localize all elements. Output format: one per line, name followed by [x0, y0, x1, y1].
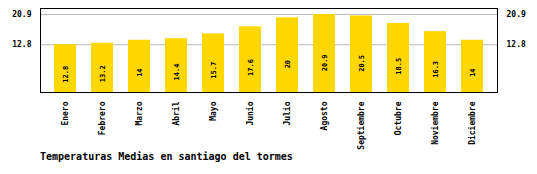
svg-text:18.5: 18.5	[395, 58, 403, 75]
svg-text:20.9: 20.9	[507, 10, 526, 19]
svg-text:13.2: 13.2	[99, 65, 107, 82]
svg-text:Octubre: Octubre	[394, 101, 403, 135]
svg-text:Abril: Abril	[171, 101, 181, 125]
svg-text:Enero: Enero	[61, 101, 70, 125]
svg-text:14: 14	[136, 68, 144, 76]
svg-text:12.8: 12.8	[12, 40, 31, 49]
svg-text:14: 14	[469, 68, 477, 76]
svg-text:Febrero: Febrero	[98, 101, 107, 135]
svg-text:Marzo: Marzo	[135, 101, 144, 125]
svg-text:15.7: 15.7	[210, 62, 218, 79]
svg-text:Julio: Julio	[282, 101, 292, 125]
svg-text:20.9: 20.9	[321, 54, 329, 71]
svg-text:16.3: 16.3	[432, 61, 440, 78]
svg-text:20.5: 20.5	[358, 55, 366, 72]
svg-text:14.4: 14.4	[173, 64, 181, 81]
svg-text:Junio: Junio	[245, 101, 255, 125]
svg-text:Noviembre: Noviembre	[430, 101, 440, 145]
svg-text:17.6: 17.6	[247, 59, 255, 76]
svg-text:Agosto: Agosto	[320, 101, 329, 130]
svg-text:12.8: 12.8	[62, 66, 70, 83]
svg-text:Diciembre: Diciembre	[467, 101, 477, 145]
svg-text:Mayo: Mayo	[209, 101, 218, 120]
svg-text:12.8: 12.8	[507, 40, 526, 49]
svg-text:20: 20	[284, 60, 292, 68]
svg-text:Septiembre: Septiembre	[356, 101, 366, 149]
svg-text:20.9: 20.9	[12, 10, 31, 19]
html-text:Temperaturas Medias en santiag: Temperaturas Medias en santiago del torm…	[40, 151, 293, 162]
